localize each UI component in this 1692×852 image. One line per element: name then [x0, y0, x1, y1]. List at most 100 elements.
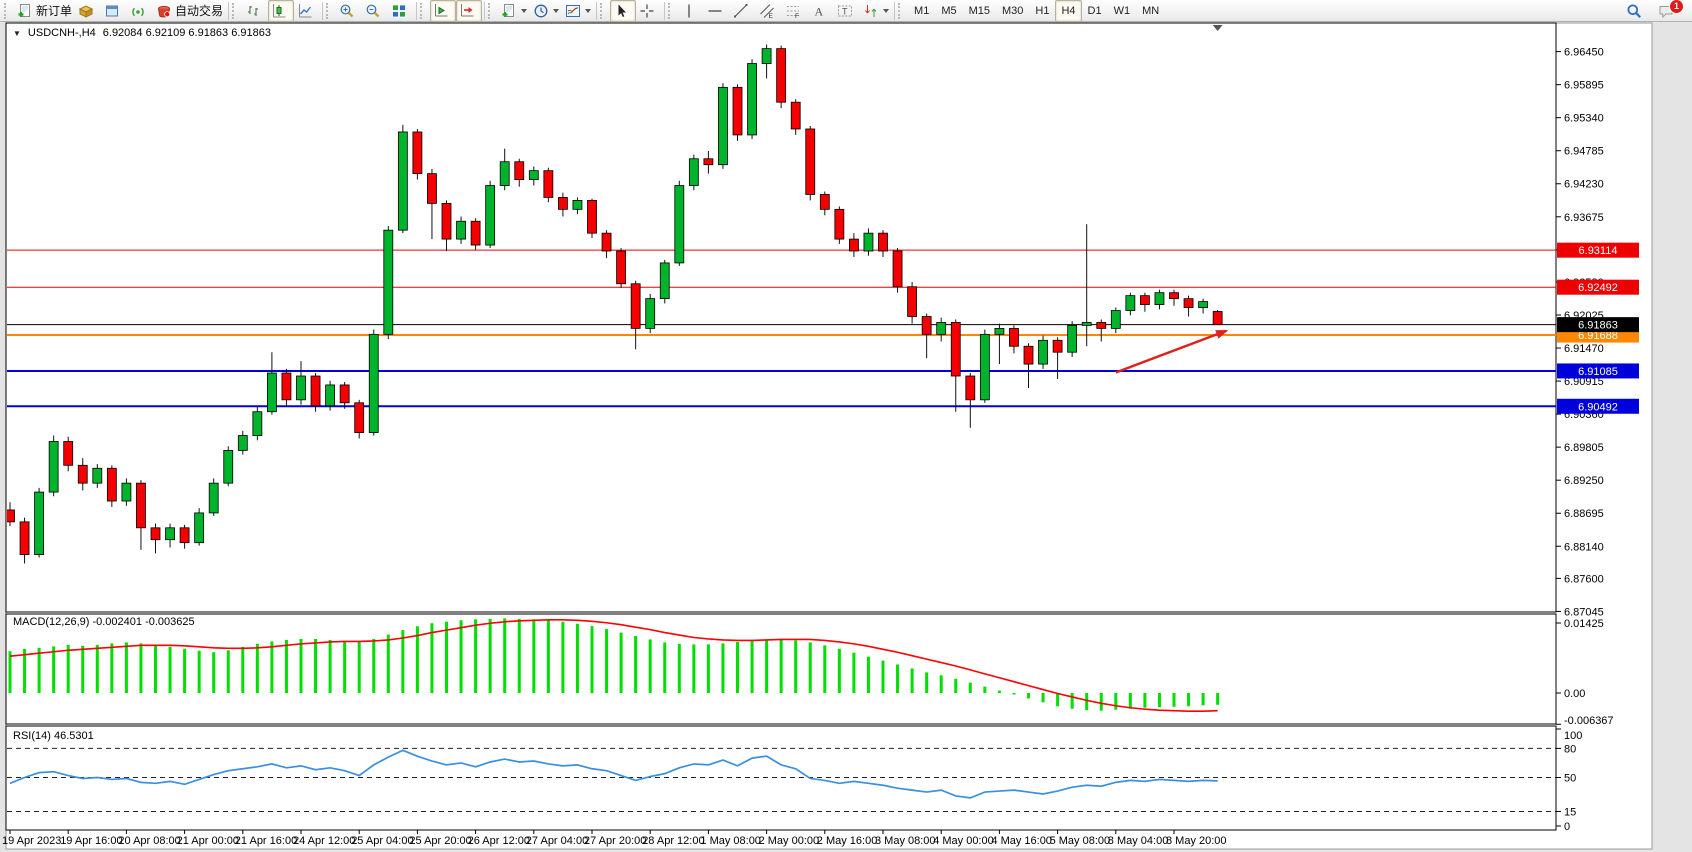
tf-m15[interactable]: M15	[963, 0, 996, 22]
tf-h4[interactable]: H4	[1055, 0, 1082, 22]
svg-text:24 Apr 12:00: 24 Apr 12:00	[293, 835, 355, 847]
tile-windows-icon	[391, 3, 407, 19]
candlestick-button[interactable]	[268, 0, 295, 22]
search-button[interactable]	[1623, 0, 1649, 22]
chart-ohlc-values: 6.92084 6.92109 6.91863 6.91863	[102, 27, 271, 39]
svg-text:80: 80	[1564, 743, 1576, 755]
chart-shift-button[interactable]	[456, 0, 483, 22]
svg-text:19 Apr 16:00: 19 Apr 16:00	[60, 835, 122, 847]
svg-text:5 May 08:00: 5 May 08:00	[1050, 835, 1111, 847]
label-button[interactable]: T	[834, 0, 860, 22]
chat-button[interactable]: 1	[1655, 0, 1684, 21]
svg-text:27 Apr 04:00: 27 Apr 04:00	[526, 835, 588, 847]
tf-m15-label: M15	[968, 4, 990, 17]
vertical-line-button[interactable]	[678, 0, 704, 22]
fibonacci-button[interactable]: F	[782, 0, 808, 22]
tf-m30[interactable]: M30	[996, 0, 1029, 22]
tf-w1-label: W1	[1113, 4, 1131, 17]
horizontal-line-button[interactable]	[704, 0, 730, 22]
auto-scroll-icon	[433, 3, 449, 19]
auto-scroll-button[interactable]	[430, 0, 457, 22]
channel-button[interactable]: E	[756, 0, 782, 22]
text-icon: A	[811, 3, 827, 19]
chart-menu-icon[interactable]: ▼	[13, 28, 21, 38]
svg-text:6.89805: 6.89805	[1564, 442, 1604, 454]
new-order-icon	[17, 3, 33, 19]
tf-h1[interactable]: H1	[1029, 0, 1055, 22]
candlestick-icon	[271, 3, 287, 19]
candlesticks[interactable]	[6, 44, 1223, 564]
toolbar-grip[interactable]	[898, 2, 905, 19]
tile-windows-button[interactable]	[388, 0, 414, 22]
svg-text:8 May 04:00: 8 May 04:00	[1108, 835, 1169, 847]
svg-text:2 May 16:00: 2 May 16:00	[817, 835, 878, 847]
toolbar-separator	[596, 1, 598, 20]
label-icon: T	[837, 3, 853, 19]
market-watch-button[interactable]	[75, 0, 101, 22]
main-toolbar: 新订单 自动交易 E F A T M1 M5 M15 M30 H1 H4 D1 W1 MN 1	[0, 0, 1692, 22]
chart-title-bar: ▼ USDCNH-,H4 6.92084 6.92109 6.91863 6.9…	[13, 27, 271, 39]
svg-text:-0.006367: -0.006367	[1564, 715, 1614, 727]
templates-button[interactable]	[562, 0, 594, 22]
toolbar-grip[interactable]	[232, 2, 239, 19]
toolbar-grip[interactable]	[488, 2, 495, 19]
toolbar-grip[interactable]	[600, 2, 607, 19]
cursor-button[interactable]	[610, 0, 637, 22]
trend-arrow-annotation[interactable]	[1115, 329, 1229, 374]
trendline-button[interactable]	[730, 0, 756, 22]
bar-chart-icon	[245, 3, 261, 19]
chart-shift-marker[interactable]	[1212, 25, 1223, 31]
svg-text:6.88140: 6.88140	[1564, 541, 1604, 553]
svg-text:6.94785: 6.94785	[1564, 146, 1604, 158]
svg-text:8 May 20:00: 8 May 20:00	[1166, 835, 1227, 847]
chart-symbol-period: USDCNH-,H4	[27, 27, 96, 39]
data-window-button[interactable]	[101, 0, 127, 22]
tf-d1[interactable]: D1	[1082, 0, 1108, 22]
toolbar-grip[interactable]	[668, 2, 675, 19]
macd-axis[interactable]: 0.01425 0.00 -0.006367	[1556, 618, 1614, 727]
svg-text:6.88695: 6.88695	[1564, 508, 1604, 520]
tf-w1[interactable]: W1	[1108, 0, 1137, 22]
rsi-indicator-label: RSI(14) 46.5301	[13, 730, 94, 742]
toolbar-grip[interactable]	[420, 2, 427, 19]
dropdown-caret-icon[interactable]	[553, 8, 560, 13]
new-order-button-label: 新订单	[36, 4, 73, 18]
tf-mn[interactable]: MN	[1136, 0, 1165, 22]
periods-button[interactable]	[530, 0, 562, 22]
svg-text:20 Apr 08:00: 20 Apr 08:00	[118, 835, 180, 847]
bar-chart-button[interactable]	[242, 0, 268, 22]
svg-text:6.87045: 6.87045	[1564, 606, 1604, 618]
svg-text:2 May 00:00: 2 May 00:00	[759, 835, 820, 847]
auto-trading-button[interactable]: 自动交易	[153, 0, 226, 22]
tf-m1[interactable]: M1	[908, 0, 935, 22]
signal-button[interactable]	[127, 0, 153, 22]
svg-text:0.01425: 0.01425	[1564, 618, 1604, 630]
dropdown-caret-icon[interactable]	[585, 8, 592, 13]
svg-text:A: A	[815, 4, 824, 18]
toolbar-grip[interactable]	[4, 2, 11, 19]
new-order-button[interactable]: 新订单	[14, 0, 75, 22]
svg-text:50: 50	[1564, 773, 1576, 785]
auto-trading-icon	[156, 3, 172, 19]
text-button[interactable]: A	[808, 0, 834, 22]
dropdown-caret-icon[interactable]	[883, 8, 890, 13]
dropdown-caret-icon[interactable]	[521, 8, 528, 13]
toolbar-grip[interactable]	[326, 2, 333, 19]
zoom-out-button[interactable]	[362, 0, 388, 22]
indicators-icon	[501, 3, 517, 19]
tf-m5[interactable]: M5	[935, 0, 962, 22]
crosshair-button[interactable]	[636, 0, 662, 22]
tf-d1-label: D1	[1087, 4, 1102, 17]
zoom-in-button[interactable]	[336, 0, 362, 22]
toolbar-separator	[664, 1, 666, 20]
zoom-out-icon	[365, 3, 381, 19]
line-chart-button[interactable]	[294, 0, 320, 22]
line-chart-icon	[297, 3, 313, 19]
indicators-button[interactable]	[498, 0, 530, 22]
zoom-in-icon	[339, 3, 355, 19]
arrows-button[interactable]	[860, 0, 892, 22]
svg-text:0: 0	[1564, 821, 1570, 833]
